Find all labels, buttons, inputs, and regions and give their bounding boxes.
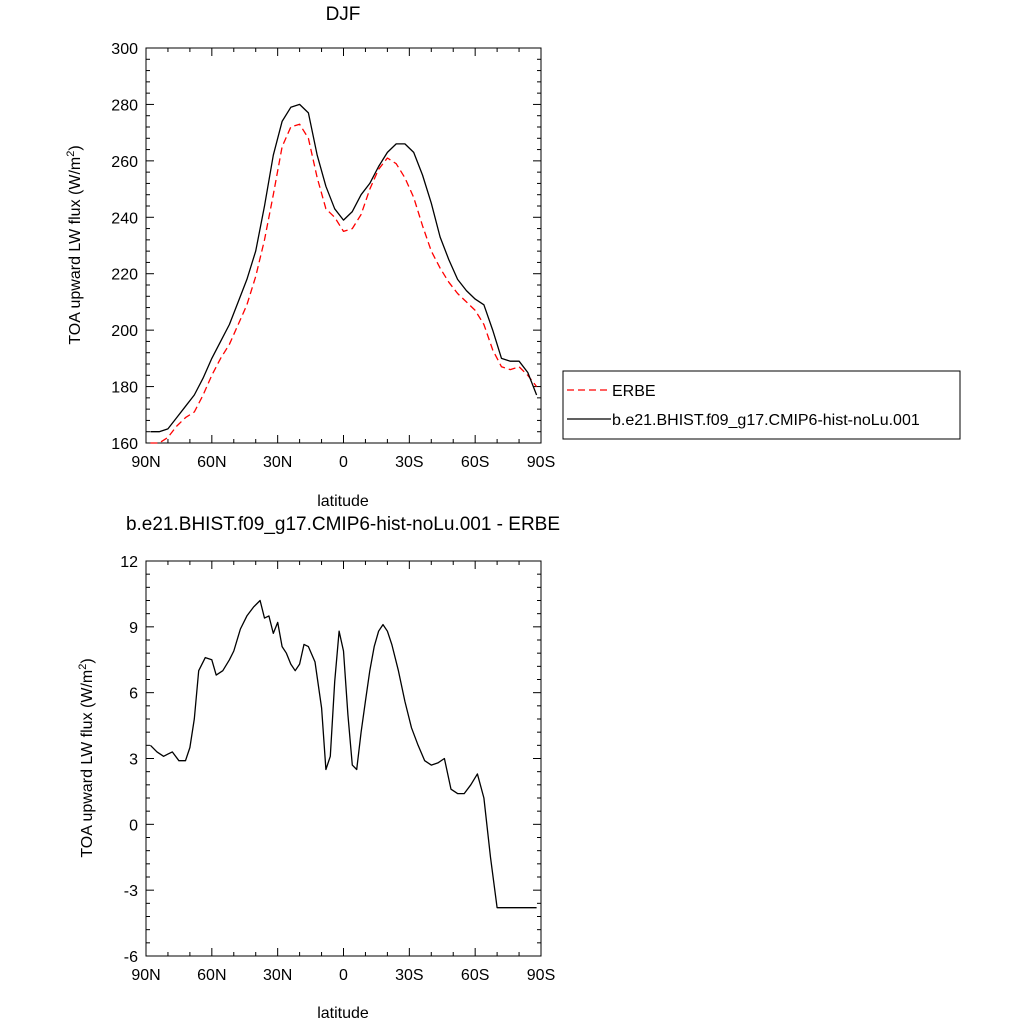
top-series-group	[150, 103, 538, 444]
top-x-tick-label: 90N	[131, 454, 160, 471]
top-y-tick-label: 160	[111, 436, 138, 453]
bottom-x-tick-label: 90N	[131, 967, 160, 984]
bottom-series-group	[149, 599, 537, 909]
bottom-y-tick-label: -3	[124, 883, 138, 900]
legend-model-label: b.e21.BHIST.f09_g17.CMIP6-hist-noLu.001	[612, 412, 920, 429]
top-x-axis-label: latitude	[317, 493, 369, 510]
top-y-tick-label: 220	[111, 267, 138, 284]
top-y-tick-label: 240	[111, 210, 138, 227]
top-chart-title: DJF	[326, 4, 361, 25]
bottom-panel: b.e21.BHIST.f09_g17.CMIP6-hist-noLu.001 …	[77, 514, 560, 1022]
top-panel: DJF 90N 60N 30N 0 30S 60S 90S 160 180 200 220 240 26…	[65, 4, 555, 510]
top-y-tick-label: 300	[111, 41, 138, 58]
bottom-y-axis-label: TOA upward LW flux (W/m2)	[77, 658, 96, 857]
top-plot-frame	[145, 47, 542, 444]
bottom-x-tick-label: 60N	[197, 967, 226, 984]
legend-erbe-label: ERBE	[612, 383, 656, 400]
top-series-line-0	[150, 123, 538, 444]
top-series-line-1	[150, 103, 538, 433]
top-x-tick-label: 0	[339, 454, 348, 471]
bottom-plot-frame	[145, 560, 542, 957]
top-y-tick-label: 280	[111, 97, 138, 114]
bottom-series-line-0	[149, 599, 537, 909]
bottom-axis-ticks: 90N 60N 30N 0 30S 60S 90S -6 -3 0 3 6 9 12	[120, 554, 555, 984]
top-x-tick-label: 60N	[197, 454, 226, 471]
bottom-x-tick-label: 60S	[461, 967, 489, 984]
legend: ERBE b.e21.BHIST.f09_g17.CMIP6-hist-noLu…	[562, 370, 961, 440]
bottom-y-tick-label: 9	[129, 620, 138, 637]
top-x-tick-label: 90S	[527, 454, 555, 471]
bottom-y-tick-label: -6	[124, 949, 138, 966]
legend-box	[562, 370, 961, 440]
top-y-tick-label: 180	[111, 380, 138, 397]
bottom-y-tick-label: 12	[120, 554, 138, 571]
top-y-tick-label: 260	[111, 154, 138, 171]
bottom-y-tick-label: 6	[129, 686, 138, 703]
top-x-tick-label: 60S	[461, 454, 489, 471]
top-axis-ticks: 90N 60N 30N 0 30S 60S 90S 160 180 200 220 240 260 280…	[111, 41, 555, 471]
bottom-x-tick-label: 30N	[263, 967, 292, 984]
top-y-tick-label: 200	[111, 323, 138, 340]
bottom-x-tick-label: 90S	[527, 967, 555, 984]
bottom-chart-title: b.e21.BHIST.f09_g17.CMIP6-hist-noLu.001 …	[126, 514, 560, 535]
top-x-tick-label: 30N	[263, 454, 292, 471]
top-y-axis-label: TOA upward LW flux (W/m2)	[65, 145, 84, 344]
bottom-x-tick-label: 0	[339, 967, 348, 984]
top-x-tick-label: 30S	[395, 454, 423, 471]
bottom-y-tick-label: 0	[129, 817, 138, 834]
bottom-x-tick-label: 30S	[395, 967, 423, 984]
bottom-x-axis-label: latitude	[317, 1005, 369, 1022]
bottom-y-tick-label: 3	[129, 752, 138, 769]
